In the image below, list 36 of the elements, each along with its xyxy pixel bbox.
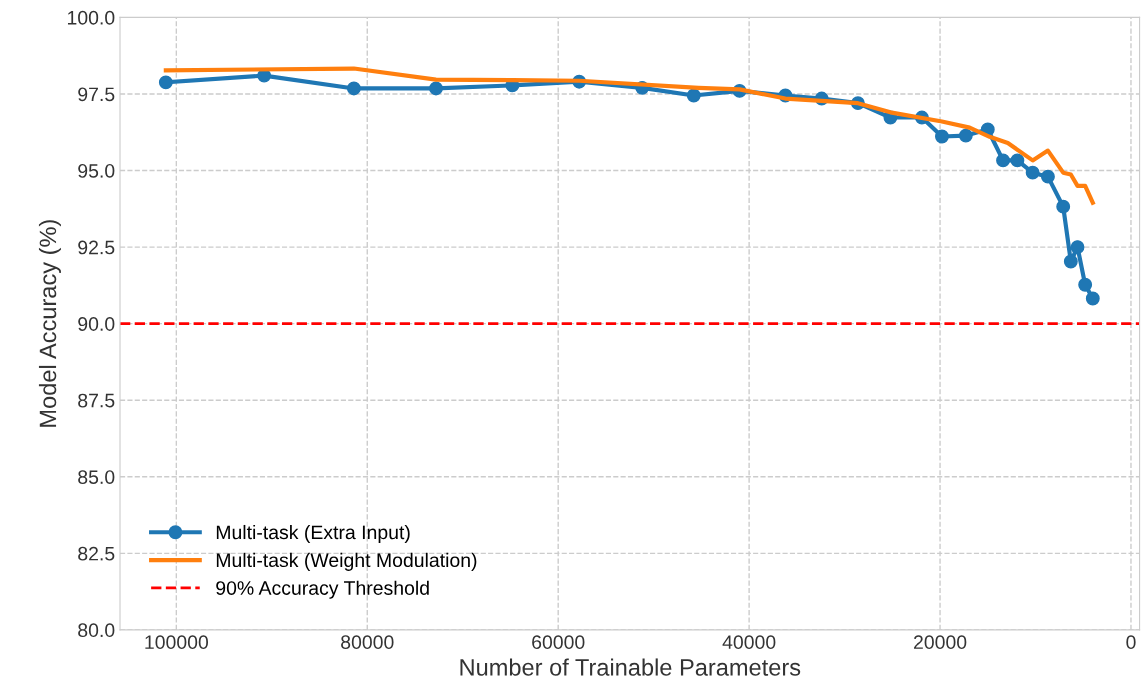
legend-label: Multi-task (Weight Modulation): [216, 552, 477, 571]
legend-label: 90% Accuracy Threshold: [216, 580, 429, 599]
x-tick-label: 60000: [532, 635, 585, 650]
point: [1070, 240, 1085, 255]
point: [346, 81, 361, 96]
x-tick-label: 0: [1126, 635, 1136, 650]
y-tick-label: 100.0: [67, 10, 115, 25]
point: [935, 129, 949, 144]
point: [1063, 254, 1078, 269]
point: [1078, 277, 1093, 292]
x-tick-label: 20000: [914, 635, 967, 650]
point: [996, 153, 1011, 168]
x-tick-label: 80000: [341, 635, 394, 650]
line-series: [163, 66, 1095, 205]
y-tick-label: 95.0: [78, 163, 115, 178]
point: [1040, 169, 1055, 184]
point: [158, 75, 173, 90]
y-tick-label: 80.0: [78, 623, 115, 638]
point: [1010, 153, 1025, 168]
point: [958, 128, 973, 143]
x-axis-title: Number of Trainable Parameters: [460, 658, 801, 676]
y-tick-label: 92.5: [78, 240, 115, 255]
x-tick-label: 40000: [722, 635, 776, 650]
y-tick-label: 87.5: [78, 393, 115, 408]
point: [1085, 291, 1100, 306]
y-tick-label: 97.5: [78, 87, 115, 102]
x-tick-label: 100000: [145, 635, 209, 650]
point: [1056, 199, 1071, 214]
y-tick-label: 82.5: [78, 546, 115, 561]
point: [686, 88, 701, 103]
y-axis-title: Model Accuracy (%): [38, 220, 61, 427]
y-tick-label: 85.0: [78, 470, 115, 484]
legend-label: Multi-task (Extra Input): [216, 524, 410, 544]
point: [429, 81, 443, 96]
point: [1025, 165, 1040, 180]
y-tick-label: 90.0: [78, 317, 115, 331]
